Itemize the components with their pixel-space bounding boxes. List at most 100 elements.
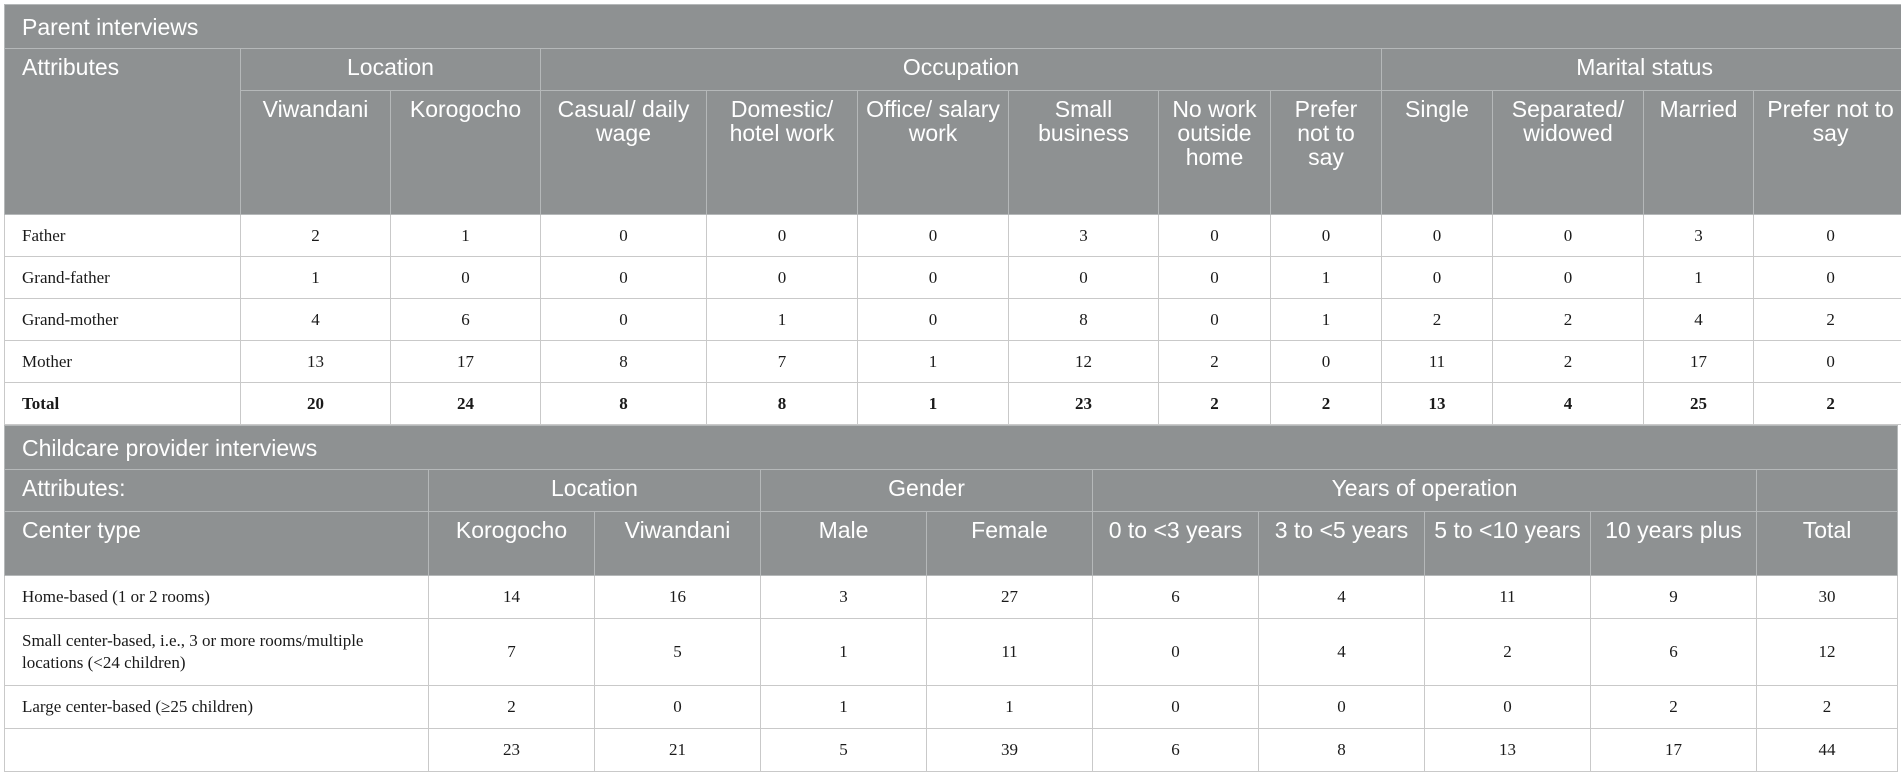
table-cell: 2 xyxy=(428,685,595,729)
table-cell: 1 xyxy=(760,618,927,686)
childcare-group-empty xyxy=(1755,469,1899,512)
parent-subheader: Domestic/ hotel work xyxy=(706,90,858,215)
table-cell: 2 xyxy=(1590,685,1757,729)
table-cell: 24 xyxy=(390,382,541,425)
row-label: Grand-mother xyxy=(4,298,241,341)
childcare-interviews-table: Childcare provider interviews Attributes… xyxy=(3,425,1899,772)
table-cell: 2 xyxy=(1381,298,1493,341)
table-cell: 1 xyxy=(857,340,1009,383)
parent-subheader: Prefer not to say xyxy=(1270,90,1382,215)
table-cell: 0 xyxy=(857,214,1009,257)
table-cell: 8 xyxy=(1008,298,1159,341)
table-cell: 1 xyxy=(1643,256,1754,299)
parent-subheader: Small business xyxy=(1008,90,1159,215)
table-cell: 0 xyxy=(540,298,707,341)
table-cell: 13 xyxy=(1424,728,1591,772)
table-cell: 1 xyxy=(240,256,391,299)
parent-section-title: Parent interviews xyxy=(3,4,1901,49)
table-cell: 0 xyxy=(1258,685,1425,729)
table-cell: 0 xyxy=(390,256,541,299)
table-cell: 0 xyxy=(706,214,858,257)
table-cell: 0 xyxy=(1158,298,1271,341)
table-row: 23 21 5 39 6 8 13 17 44 xyxy=(4,728,1899,772)
parent-subheader: Viwandani xyxy=(240,90,391,215)
table-cell: 0 xyxy=(1492,256,1644,299)
table-cell: 13 xyxy=(240,340,391,383)
table-cell: 23 xyxy=(1008,382,1159,425)
row-label xyxy=(4,728,429,772)
table-cell: 4 xyxy=(240,298,391,341)
row-label: Grand-father xyxy=(4,256,241,299)
childcare-subheader: Korogocho xyxy=(428,511,595,576)
table-cell: 2 xyxy=(1752,298,1901,341)
table-cell: 1 xyxy=(760,685,927,729)
table-cell: 7 xyxy=(428,618,595,686)
table-cell: 5 xyxy=(594,618,761,686)
table-cell: 3 xyxy=(760,575,927,619)
table-cell: 27 xyxy=(926,575,1093,619)
table-row: Mother 13 17 8 7 1 12 2 0 11 2 17 0 xyxy=(4,340,1901,383)
table-cell: 1 xyxy=(1270,298,1382,341)
table-cell: 4 xyxy=(1492,382,1644,425)
table-cell: 0 xyxy=(1092,685,1259,729)
parent-subheader: Married xyxy=(1643,90,1754,215)
row-label: Large center-based (≥25 children) xyxy=(4,685,429,729)
table-cell: 11 xyxy=(1424,575,1591,619)
childcare-subheader: 3 to <5 years xyxy=(1258,511,1425,576)
childcare-group-gender: Gender xyxy=(760,469,1093,512)
table-cell: 0 xyxy=(1752,340,1901,383)
table-cell: 14 xyxy=(428,575,595,619)
childcare-subheader: Male xyxy=(760,511,927,576)
table-cell: 8 xyxy=(706,382,858,425)
table-cell: 0 xyxy=(1492,214,1644,257)
table-cell: 0 xyxy=(1270,214,1382,257)
childcare-subheader: 5 to <10 years xyxy=(1424,511,1591,576)
table-cell: 4 xyxy=(1258,618,1425,686)
table-cell: 1 xyxy=(926,685,1093,729)
table-cell: 8 xyxy=(1258,728,1425,772)
table-cell: 0 xyxy=(706,256,858,299)
table-cell: 0 xyxy=(857,256,1009,299)
parent-group-occupation: Occupation xyxy=(540,48,1382,91)
table-cell: 6 xyxy=(390,298,541,341)
table-cell: 0 xyxy=(594,685,761,729)
table-cell: 13 xyxy=(1381,382,1493,425)
table-cell: 12 xyxy=(1755,618,1899,686)
table-cell: 2 xyxy=(1492,298,1644,341)
table-cell: 21 xyxy=(594,728,761,772)
parent-subheader: Single xyxy=(1381,90,1493,215)
parent-attributes-header: Attributes xyxy=(4,48,241,215)
row-label: Father xyxy=(4,214,241,257)
table-row: Small center-based, i.e., 3 or more room… xyxy=(4,618,1899,686)
table-cell: 0 xyxy=(1092,618,1259,686)
childcare-section-title: Childcare provider interviews xyxy=(3,425,1899,470)
parent-subheader: No work outside home xyxy=(1158,90,1271,215)
parent-subheader: Korogocho xyxy=(390,90,541,215)
table-cell: 7 xyxy=(706,340,858,383)
table-cell: 6 xyxy=(1092,575,1259,619)
table-cell: 4 xyxy=(1258,575,1425,619)
table-cell: 30 xyxy=(1755,575,1899,619)
parent-subheader: Prefer not to say xyxy=(1752,90,1901,215)
parent-group-location: Location xyxy=(240,48,541,91)
table-cell: 1 xyxy=(390,214,541,257)
table-cell: 4 xyxy=(1643,298,1754,341)
table-cell: 20 xyxy=(240,382,391,425)
table-cell: 23 xyxy=(428,728,595,772)
parent-subheader: Casual/ daily wage xyxy=(540,90,707,215)
table-cell: 2 xyxy=(1492,340,1644,383)
childcare-subheader: Viwandani xyxy=(594,511,761,576)
table-cell: 0 xyxy=(1424,685,1591,729)
childcare-subheader: Female xyxy=(926,511,1093,576)
table-cell: 0 xyxy=(1381,256,1493,299)
table-cell: 2 xyxy=(1424,618,1591,686)
table-cell: 11 xyxy=(926,618,1093,686)
table-cell: 2 xyxy=(1158,382,1271,425)
table-cell: 0 xyxy=(1270,340,1382,383)
table-row: Grand-mother 4 6 0 1 0 8 0 1 2 2 4 2 xyxy=(4,298,1901,341)
childcare-group-years: Years of operation xyxy=(1092,469,1757,512)
table-cell: 1 xyxy=(857,382,1009,425)
table-cell: 1 xyxy=(1270,256,1382,299)
row-label: Mother xyxy=(4,340,241,383)
table-cell: 39 xyxy=(926,728,1093,772)
